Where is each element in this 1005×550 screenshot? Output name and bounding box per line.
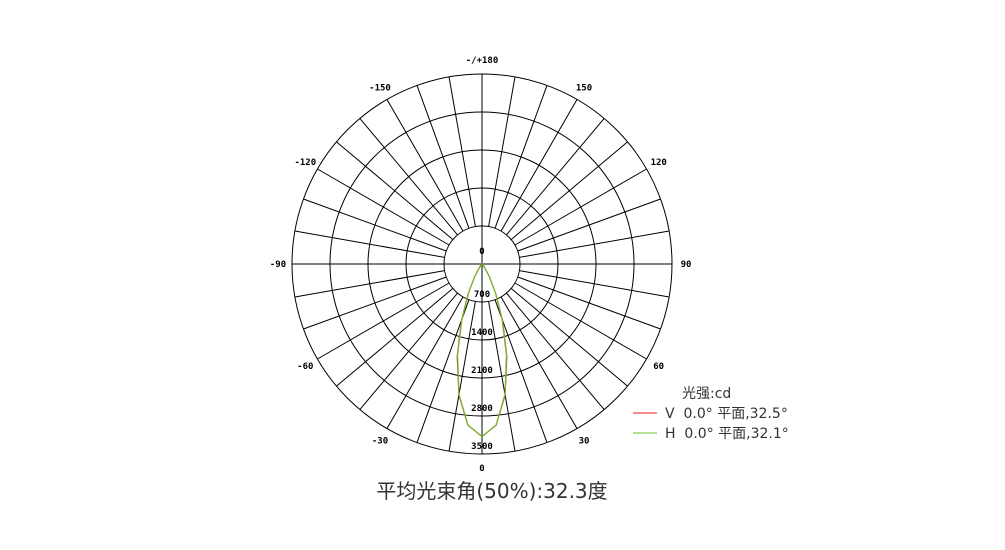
grid-spoke bbox=[519, 230, 670, 258]
grid-spoke bbox=[510, 288, 628, 387]
grid-spoke bbox=[294, 230, 445, 258]
grid-spoke bbox=[317, 282, 450, 360]
grid-spoke bbox=[488, 301, 516, 452]
grid-spoke bbox=[506, 292, 605, 410]
grid-spoke bbox=[510, 141, 628, 240]
grid-spoke bbox=[448, 76, 476, 227]
radial-tick-labels: 0 700 1400 2100 2800 3500 bbox=[471, 247, 493, 452]
grid-spoke bbox=[494, 299, 548, 443]
angle-tick-label: 120 bbox=[651, 158, 667, 168]
legend-label-v: V 0.0° 平面,32.5° bbox=[665, 406, 788, 422]
radial-tick-label: 3500 bbox=[471, 442, 493, 452]
grid-spoke bbox=[416, 85, 470, 229]
angle-tick-label: -/+180 bbox=[466, 56, 499, 66]
grid-spoke bbox=[494, 85, 548, 229]
grid-spoke bbox=[500, 99, 578, 232]
angle-tick-label: 30 bbox=[579, 437, 590, 447]
grid-spoke bbox=[336, 288, 454, 387]
radial-tick-label: 700 bbox=[474, 290, 490, 300]
legend-unit: 光强:cd bbox=[682, 386, 731, 402]
curves bbox=[456, 263, 508, 438]
radial-tick-label: 2800 bbox=[471, 404, 493, 414]
grid-spoke bbox=[500, 296, 578, 429]
grid-spoke bbox=[386, 99, 464, 232]
radial-tick-label: 2100 bbox=[471, 366, 493, 376]
grid-spoke bbox=[506, 118, 605, 236]
grid-spoke bbox=[519, 270, 670, 298]
angle-tick-labels: 0 30 60 90 120 150 -/+180 -150 -120 -90 -60 -30 bbox=[270, 56, 692, 474]
series-curve-1 bbox=[456, 263, 508, 438]
grid-spoke bbox=[448, 301, 476, 452]
grid-spoke bbox=[317, 168, 450, 246]
grid-spoke bbox=[359, 292, 458, 410]
polar-grid bbox=[291, 73, 673, 455]
grid-spoke bbox=[359, 118, 458, 236]
angle-tick-label: 0 bbox=[479, 464, 484, 474]
grid-spoke bbox=[294, 270, 445, 298]
angle-tick-label: 60 bbox=[653, 362, 664, 372]
angle-tick-label: -90 bbox=[270, 260, 286, 270]
angle-tick-label: -150 bbox=[369, 83, 391, 93]
grid-spoke bbox=[386, 296, 464, 429]
legend-label-h: H 0.0° 平面,32.1° bbox=[665, 426, 789, 442]
chart-title: 平均光束角(50%):32.3度 bbox=[376, 479, 607, 503]
angle-tick-label: 90 bbox=[681, 260, 692, 270]
angle-tick-label: -120 bbox=[294, 158, 316, 168]
grid-spoke bbox=[303, 276, 447, 330]
radial-tick-label: 1400 bbox=[471, 328, 493, 338]
angle-tick-label: 150 bbox=[576, 83, 592, 93]
grid-spoke bbox=[416, 299, 470, 443]
grid-spoke bbox=[336, 141, 454, 240]
grid-spoke bbox=[517, 276, 661, 330]
angle-tick-label: -60 bbox=[297, 362, 313, 372]
legend: 光强:cd V 0.0° 平面,32.5° H 0.0° 平面,32.1° bbox=[633, 386, 789, 442]
grid-spoke bbox=[303, 198, 447, 252]
grid-spoke bbox=[514, 168, 647, 246]
grid-spoke bbox=[488, 76, 516, 227]
grid-spoke bbox=[517, 198, 661, 252]
angle-tick-label: -30 bbox=[372, 437, 388, 447]
radial-tick-label: 0 bbox=[479, 247, 484, 257]
grid-spoke bbox=[514, 282, 647, 360]
